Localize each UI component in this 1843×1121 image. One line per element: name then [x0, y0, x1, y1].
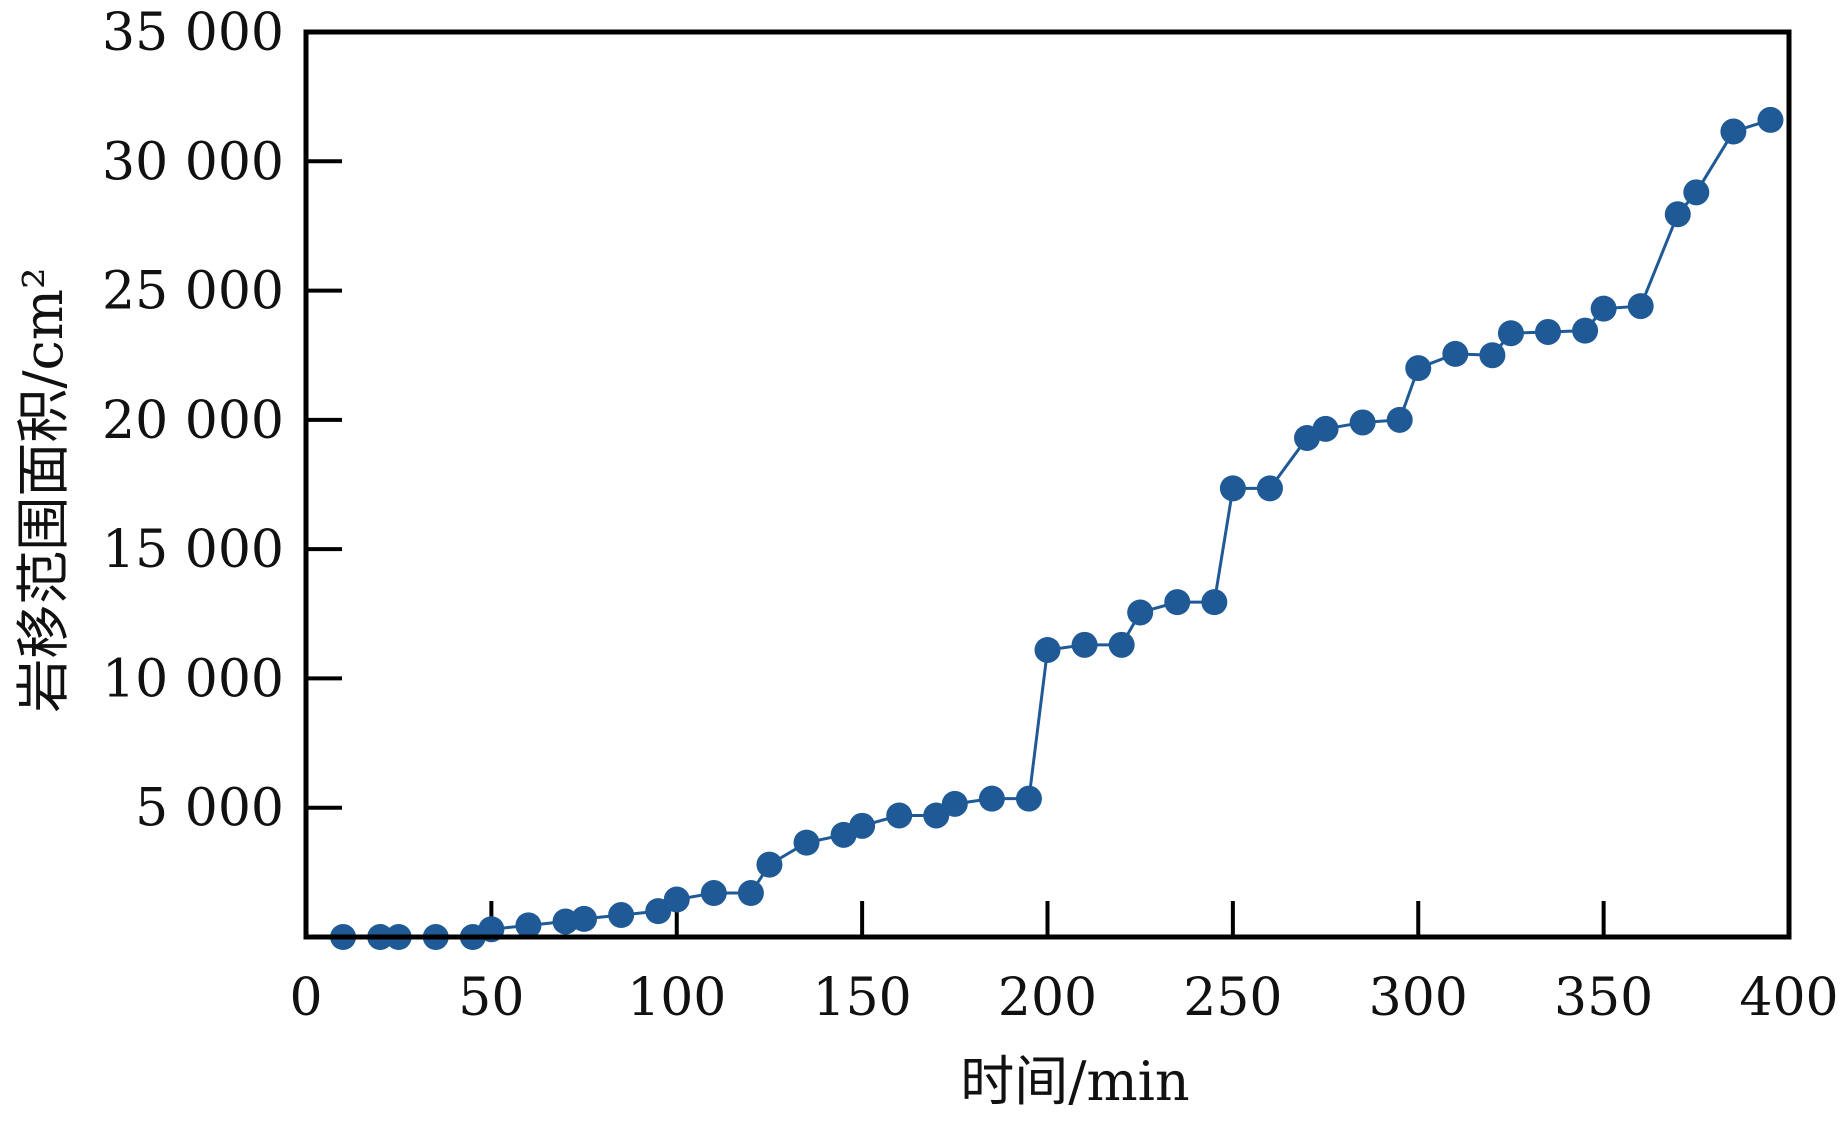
plot-frame [303, 29, 1792, 940]
x-tick-label: 250 [1183, 968, 1282, 1028]
data-point [1312, 415, 1339, 442]
data-point [1349, 409, 1376, 436]
x-tick-label: 300 [1369, 968, 1468, 1028]
data-point [1590, 295, 1617, 322]
data-point [1627, 293, 1654, 320]
axis-ticks [306, 30, 1791, 937]
data-point [1405, 355, 1432, 382]
data-point [1497, 320, 1524, 347]
data-point [663, 886, 690, 913]
data-point [886, 802, 913, 829]
data-point [737, 880, 764, 907]
y-tick-label: 35 000 [102, 3, 284, 63]
y-axis-label: 岩移范围面积/cm² [12, 267, 75, 712]
data-point [941, 790, 968, 817]
data-point [923, 802, 950, 829]
y-tick-label: 5 000 [135, 779, 284, 839]
data-point [1535, 318, 1562, 345]
data-point [849, 812, 876, 839]
data-point [1071, 631, 1098, 658]
data-point [571, 905, 598, 932]
data-point [1127, 599, 1154, 626]
x-tick-label: 100 [627, 968, 726, 1028]
data-point [756, 851, 783, 878]
data-point [1683, 179, 1710, 206]
data-point [1442, 340, 1469, 367]
y-tick-label: 15 000 [102, 520, 284, 580]
data-point [1757, 106, 1784, 133]
data-point [515, 912, 542, 939]
y-tick-label: 10 000 [102, 649, 284, 709]
series-line [343, 118, 1771, 939]
x-tick-label: 50 [458, 968, 524, 1028]
data-point [1201, 589, 1228, 616]
data-point [1664, 201, 1691, 228]
data-point [608, 902, 635, 929]
data-point [1720, 118, 1747, 145]
data-point [1015, 785, 1042, 812]
data-point [1256, 475, 1283, 502]
data-point [793, 829, 820, 856]
data-point [645, 898, 672, 925]
data-point [1034, 636, 1061, 663]
x-tick-label: 0 [289, 968, 322, 1028]
data-point [1219, 475, 1246, 502]
data-point [1108, 631, 1135, 658]
data-point [1572, 317, 1599, 344]
data-point [1479, 342, 1506, 369]
x-tick-label: 150 [812, 968, 911, 1028]
y-tick-label: 30 000 [102, 132, 284, 192]
x-tick-label: 200 [998, 968, 1097, 1028]
x-axis-label: 时间/min [960, 1050, 1189, 1113]
data-point [700, 880, 727, 907]
y-tick-label: 25 000 [102, 262, 284, 322]
data-point [1386, 406, 1413, 433]
series-markers [330, 106, 1784, 950]
data-point [1164, 589, 1191, 616]
x-tick-label: 350 [1554, 968, 1653, 1028]
y-tick-label: 20 000 [102, 391, 284, 451]
data-point [978, 785, 1005, 812]
tick-labels: 0 50 100 150 200 250 300 350 400 5 000 10 000 15 00… [102, 3, 1839, 1028]
x-tick-label: 400 [1739, 968, 1838, 1028]
